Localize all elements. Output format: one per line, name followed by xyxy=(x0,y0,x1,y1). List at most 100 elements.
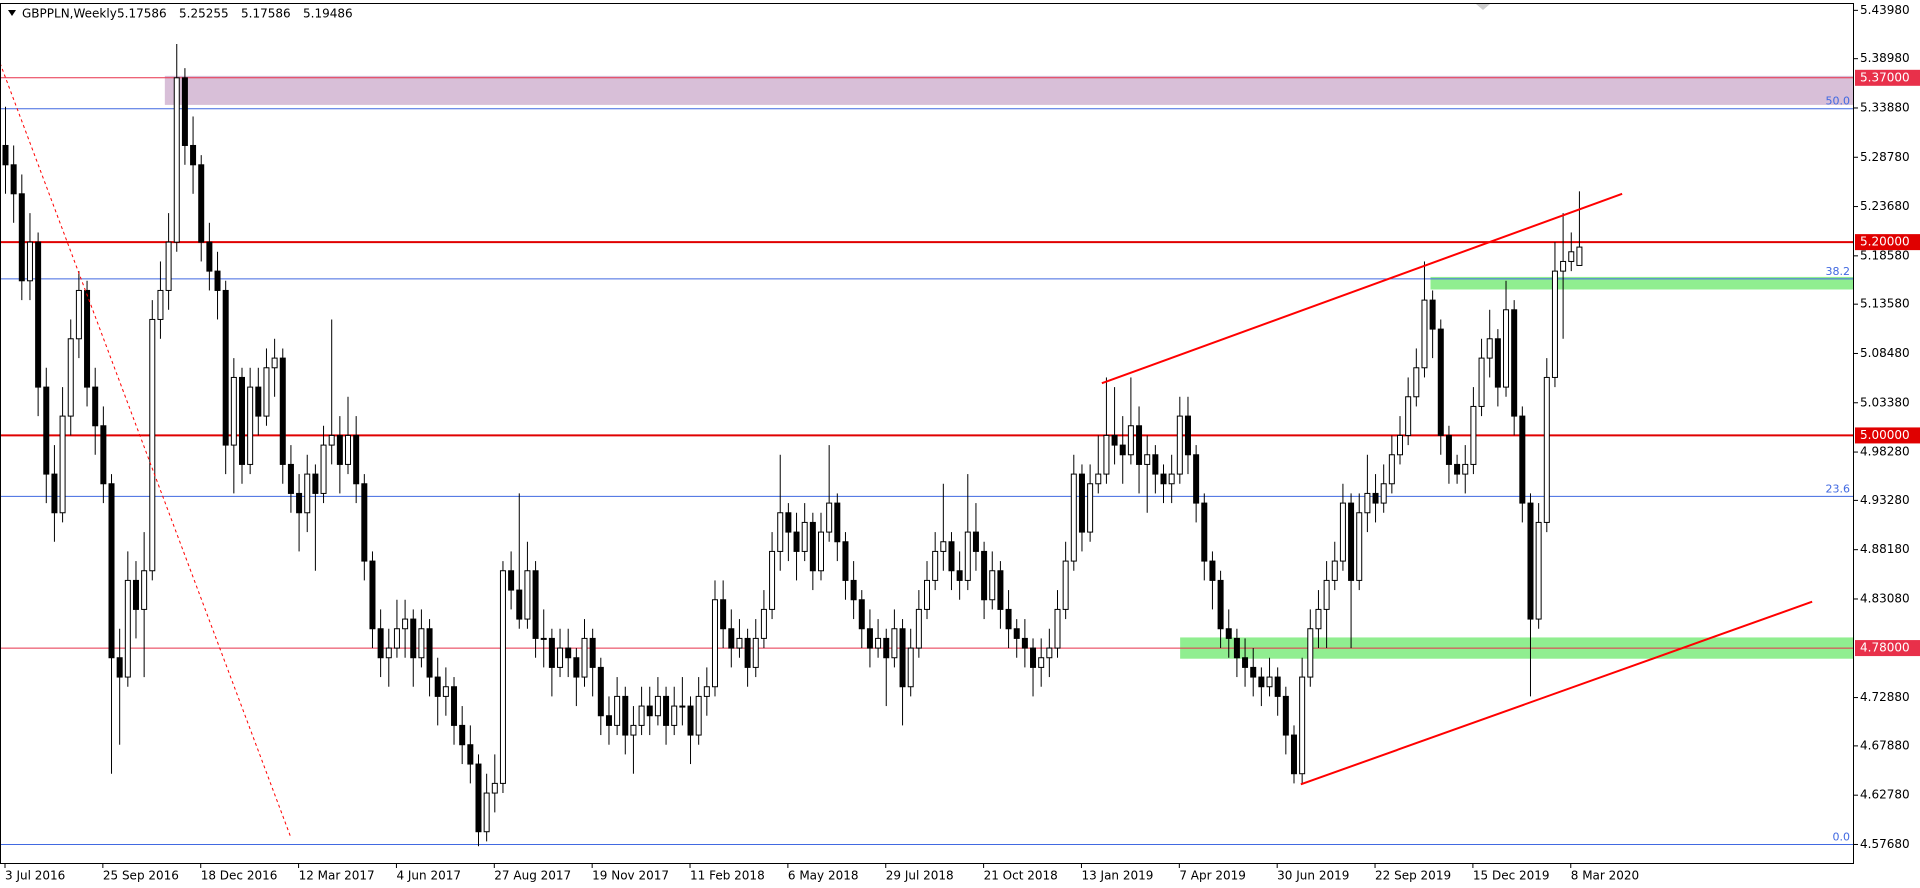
candle-body xyxy=(883,637,890,659)
x-tick-label: 27 Aug 2017 xyxy=(494,869,571,883)
candle-body xyxy=(1405,396,1412,436)
candle-body xyxy=(279,357,286,465)
candle-body xyxy=(524,570,531,620)
candle-body xyxy=(10,164,17,195)
candle-body xyxy=(434,676,441,697)
y-tick-label: 4.72880 xyxy=(1860,690,1910,704)
candle-body xyxy=(997,570,1004,610)
y-tick-label: 4.88180 xyxy=(1860,542,1910,556)
x-tick-label: 12 Mar 2017 xyxy=(299,869,375,883)
candle-body xyxy=(1372,492,1379,504)
candle-body xyxy=(940,541,947,552)
candle-body xyxy=(1356,512,1363,581)
candle-body xyxy=(353,434,360,485)
menu-arrow[interactable] xyxy=(8,10,16,16)
candle-body xyxy=(238,376,245,465)
candle-body xyxy=(1511,309,1518,417)
candle-body xyxy=(728,628,735,649)
candle-body xyxy=(483,792,490,833)
candle-body xyxy=(622,695,629,736)
candle-body xyxy=(638,705,645,726)
y-tick-label: 5.08480 xyxy=(1860,346,1910,360)
candle-body xyxy=(43,386,50,475)
candle-body xyxy=(59,415,66,514)
candle-body xyxy=(1209,560,1216,581)
candle-body xyxy=(1413,367,1420,398)
candle-body xyxy=(866,628,873,649)
candle-body xyxy=(1503,309,1510,388)
y-tick-label: 5.28780 xyxy=(1860,150,1910,164)
candle-body xyxy=(149,318,156,572)
candle-body xyxy=(1348,502,1355,581)
candle-body xyxy=(35,241,42,388)
candle-body xyxy=(785,512,792,533)
candle-body xyxy=(1103,434,1110,475)
candle-body xyxy=(157,289,164,320)
candle-body xyxy=(915,608,922,649)
candle-body xyxy=(875,637,882,649)
candle-body xyxy=(1136,425,1143,465)
level-tag-label: 5.37000 xyxy=(1860,70,1910,84)
candle-body xyxy=(1421,299,1428,369)
candle-body xyxy=(1144,454,1151,465)
candle-body xyxy=(508,570,515,591)
candle-body xyxy=(287,463,294,494)
candle-body xyxy=(842,541,849,581)
zone xyxy=(1430,276,1854,290)
candle-body xyxy=(141,570,148,610)
candle-body xyxy=(328,434,335,446)
candle-body xyxy=(499,570,506,784)
candle-body xyxy=(1388,454,1395,485)
candle-body xyxy=(426,628,433,678)
scroll-marker xyxy=(1476,4,1490,10)
candle-body xyxy=(100,425,107,485)
last-open: 5.17586 xyxy=(117,7,167,21)
y-tick-label: 4.67880 xyxy=(1860,738,1910,752)
y-tick-label: 4.57680 xyxy=(1860,837,1910,851)
candle-body xyxy=(1005,608,1012,630)
x-tick-label: 18 Dec 2016 xyxy=(201,869,278,883)
candle-body xyxy=(385,647,392,659)
last-low: 5.17586 xyxy=(241,7,291,21)
trend-line xyxy=(0,63,292,839)
candle-body xyxy=(1486,338,1493,359)
candle-body xyxy=(222,289,229,446)
x-tick-label: 19 Nov 2017 xyxy=(592,869,669,883)
candle-body xyxy=(981,550,988,601)
candle-body xyxy=(459,724,466,746)
fib-label: 50.0 xyxy=(1826,95,1851,108)
candle-body xyxy=(402,618,409,630)
fib-label: 23.6 xyxy=(1826,482,1851,495)
candle-body xyxy=(361,483,368,562)
candle-body xyxy=(1331,560,1338,581)
candle-body xyxy=(1364,492,1371,514)
y-tick-label: 5.23680 xyxy=(1860,199,1910,213)
candle-body xyxy=(67,338,74,417)
candle-body xyxy=(605,715,612,726)
candle-body xyxy=(393,628,400,649)
plot-frame xyxy=(0,3,1854,864)
candle-body xyxy=(964,531,971,581)
candle-body xyxy=(956,570,963,581)
candle-body xyxy=(573,657,580,678)
candle-body xyxy=(1315,608,1322,630)
trendlines xyxy=(0,63,1813,839)
candle-body xyxy=(687,705,694,736)
y-tick-label: 5.13580 xyxy=(1860,297,1910,311)
candle-body xyxy=(1184,415,1191,456)
candle-body xyxy=(418,628,425,659)
candle-body xyxy=(818,531,824,572)
x-tick-label: 29 Jul 2018 xyxy=(886,869,954,883)
candle-body xyxy=(557,647,564,668)
candle-body xyxy=(532,570,539,639)
candle-body xyxy=(1494,338,1501,388)
candle-body xyxy=(679,705,686,708)
candle-body xyxy=(345,434,352,465)
candle-body xyxy=(1233,637,1240,659)
candle-body xyxy=(165,241,172,291)
candle-body xyxy=(948,541,955,572)
candle-body xyxy=(75,289,82,340)
x-tick-label: 25 Sep 2016 xyxy=(103,869,179,883)
level-tag xyxy=(1855,427,1920,444)
candle-body xyxy=(663,695,670,726)
